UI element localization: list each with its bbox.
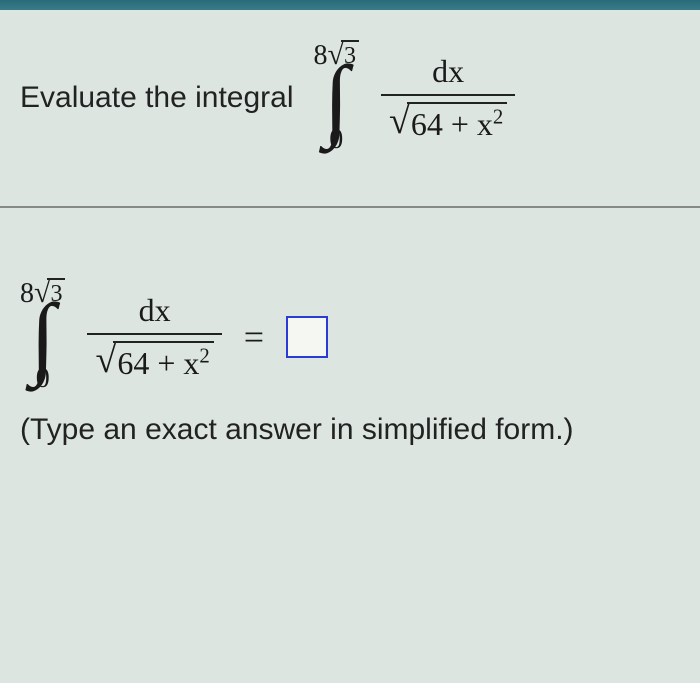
answer-row: 8√3 ∫ 0 dx √ 64 + x2 =: [20, 278, 680, 394]
hint-text: (Type an exact answer in simplified form…: [20, 413, 680, 447]
denominator: √ 64 + x2: [87, 335, 221, 382]
window-top-bar: [0, 0, 700, 10]
den-plus: + x: [443, 106, 493, 142]
question-integral: 8√3 ∫ 0 dx √ 64 + x2: [314, 40, 516, 156]
numerator: dx: [424, 53, 472, 94]
denominator: √ 64 + x2: [381, 96, 515, 143]
lower-limit: 0: [329, 124, 343, 156]
sqrt-wrap: √ 64 + x2: [389, 102, 507, 143]
answer-area: 8√3 ∫ 0 dx √ 64 + x2 =: [0, 208, 700, 466]
equals-sign: =: [244, 316, 264, 358]
lower-limit: 0: [36, 363, 50, 395]
answer-integral: 8√3 ∫ 0 dx √ 64 + x2: [20, 278, 222, 394]
integral-sign-block: 8√3 ∫ 0: [20, 278, 65, 394]
radicand: 64 + x2: [113, 341, 213, 382]
den-exp: 2: [493, 106, 503, 129]
integral-sign: ∫: [324, 66, 349, 130]
numerator: dx: [131, 292, 179, 333]
integrand-fraction: dx √ 64 + x2: [87, 292, 221, 382]
question-area: Evaluate the integral 8√3 ∫ 0 dx √ 64 + …: [0, 10, 700, 208]
integral-sign-block: 8√3 ∫ 0: [314, 40, 359, 156]
radicand: 64 + x2: [407, 102, 507, 143]
den-const: 64: [411, 106, 443, 142]
answer-input[interactable]: [286, 316, 328, 358]
den-plus: + x: [149, 345, 199, 381]
content-area: Evaluate the integral 8√3 ∫ 0 dx √ 64 + …: [0, 10, 700, 467]
den-const: 64: [117, 345, 149, 381]
integrand-fraction: dx √ 64 + x2: [381, 53, 515, 143]
integral-sign: ∫: [30, 304, 55, 368]
prompt-text: Evaluate the integral: [20, 81, 294, 115]
den-exp: 2: [199, 344, 209, 367]
sqrt-wrap: √ 64 + x2: [95, 341, 213, 382]
